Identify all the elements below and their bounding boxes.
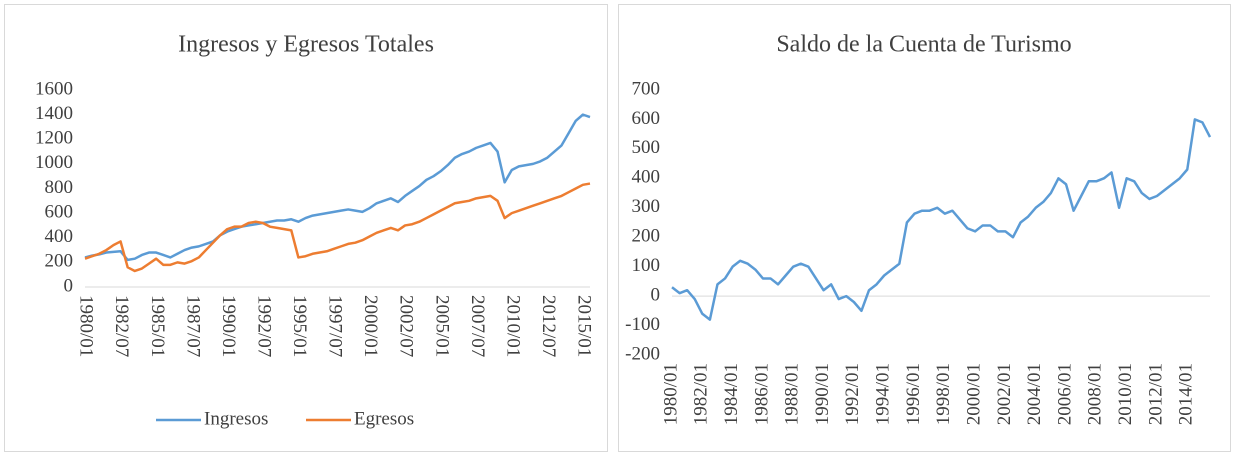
- x-tick-label: 1996/01: [903, 363, 924, 425]
- x-tick-label: 1988/01: [782, 363, 803, 425]
- x-tick-label: 1990/01: [218, 295, 239, 357]
- y-tick-label: 600: [632, 108, 661, 129]
- x-tick-label: 1987/07: [182, 295, 203, 357]
- x-tick-label: 2006/01: [1054, 363, 1075, 425]
- y-tick-label: 800: [45, 177, 74, 198]
- y-tick-label: 1400: [35, 103, 73, 124]
- y-tick-label: 400: [632, 167, 661, 188]
- y-tick-label: 300: [632, 196, 661, 217]
- y-tick-label: 0: [651, 284, 661, 305]
- x-tick-label: 1985/01: [147, 295, 168, 357]
- x-tick-label: 1982/07: [111, 295, 132, 357]
- x-tick-label: 1992/01: [842, 363, 863, 425]
- x-tick-label: 2002/07: [396, 295, 417, 357]
- x-tick-label: 2007/07: [467, 295, 488, 357]
- x-tick-label: 2014/01: [1176, 363, 1197, 425]
- y-tick-label: 100: [632, 255, 661, 276]
- y-tick-label: 200: [632, 226, 661, 247]
- legend-label: Ingresos: [204, 408, 268, 429]
- y-tick-label: 700: [632, 78, 661, 99]
- x-tick-label: 1992/07: [253, 295, 274, 357]
- legend-label: Egresos: [354, 408, 414, 429]
- y-tick-label: -100: [625, 314, 660, 335]
- panel-frame: [618, 4, 1231, 452]
- x-tick-label: 1980/01: [76, 295, 97, 357]
- data-line: [84, 182, 591, 273]
- x-tick-label: 1994/01: [873, 363, 894, 425]
- y-tick-label: 1000: [35, 152, 73, 173]
- y-tick-label: 1200: [35, 128, 73, 149]
- y-tick-label: -200: [625, 343, 660, 364]
- x-tick-label: 2010/01: [1115, 363, 1136, 425]
- x-tick-label: 1984/01: [721, 363, 742, 425]
- x-tick-label: 1986/01: [751, 363, 772, 425]
- data-line: [84, 113, 591, 262]
- x-tick-label: 2012/07: [538, 295, 559, 357]
- y-tick-label: 400: [45, 226, 74, 247]
- y-tick-label: 1600: [35, 78, 73, 99]
- x-tick-label: 2005/01: [431, 295, 452, 357]
- y-tick-label: 200: [45, 251, 74, 272]
- y-tick-label: 500: [632, 137, 661, 158]
- x-tick-label: 2000/01: [963, 363, 984, 425]
- x-tick-label: 1990/01: [812, 363, 833, 425]
- x-tick-label: 2012/01: [1145, 363, 1166, 425]
- x-tick-label: 1982/01: [691, 363, 712, 425]
- x-tick-label: 1995/01: [289, 295, 310, 357]
- panel-frame: [4, 4, 608, 452]
- y-tick-label: 0: [64, 275, 74, 296]
- x-tick-label: 2008/01: [1085, 363, 1106, 425]
- chart-title: Ingresos y Egresos Totales: [178, 32, 434, 58]
- chart-title: Saldo de la Cuenta de Turismo: [776, 32, 1071, 58]
- x-tick-label: 1998/01: [933, 363, 954, 425]
- x-tick-label: 2015/01: [574, 295, 595, 357]
- x-tick-label: 2004/01: [1024, 363, 1045, 425]
- x-tick-label: 2002/01: [994, 363, 1015, 425]
- x-tick-label: 2000/01: [360, 295, 381, 357]
- x-tick-label: 1997/07: [325, 295, 346, 357]
- x-tick-label: 1980/01: [660, 363, 681, 425]
- y-tick-label: 600: [45, 201, 74, 222]
- x-tick-label: 2010/01: [502, 295, 523, 357]
- data-line: [671, 118, 1212, 321]
